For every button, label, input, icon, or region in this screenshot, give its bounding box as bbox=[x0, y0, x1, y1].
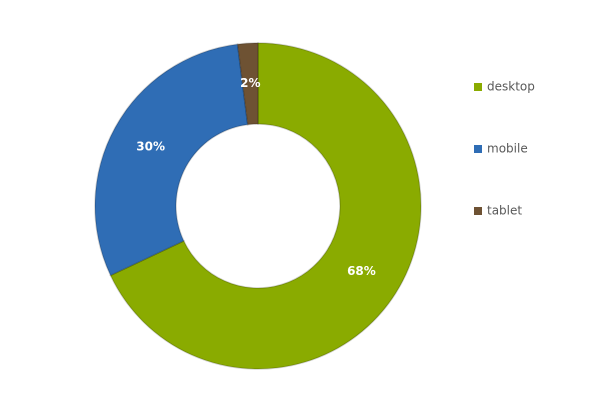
legend-swatch bbox=[474, 207, 482, 215]
donut-slice bbox=[236, 42, 259, 126]
data-label: 30% bbox=[136, 139, 165, 153]
legend-swatch bbox=[474, 145, 482, 153]
donut-slice bbox=[94, 43, 249, 277]
legend-label: tablet bbox=[487, 204, 522, 218]
data-label: 68% bbox=[347, 264, 376, 278]
data-label: 2% bbox=[240, 76, 260, 90]
legend-label: desktop bbox=[487, 80, 535, 94]
legend-swatch bbox=[474, 83, 482, 91]
legend-label: mobile bbox=[487, 142, 528, 156]
donut-slice bbox=[109, 42, 422, 370]
